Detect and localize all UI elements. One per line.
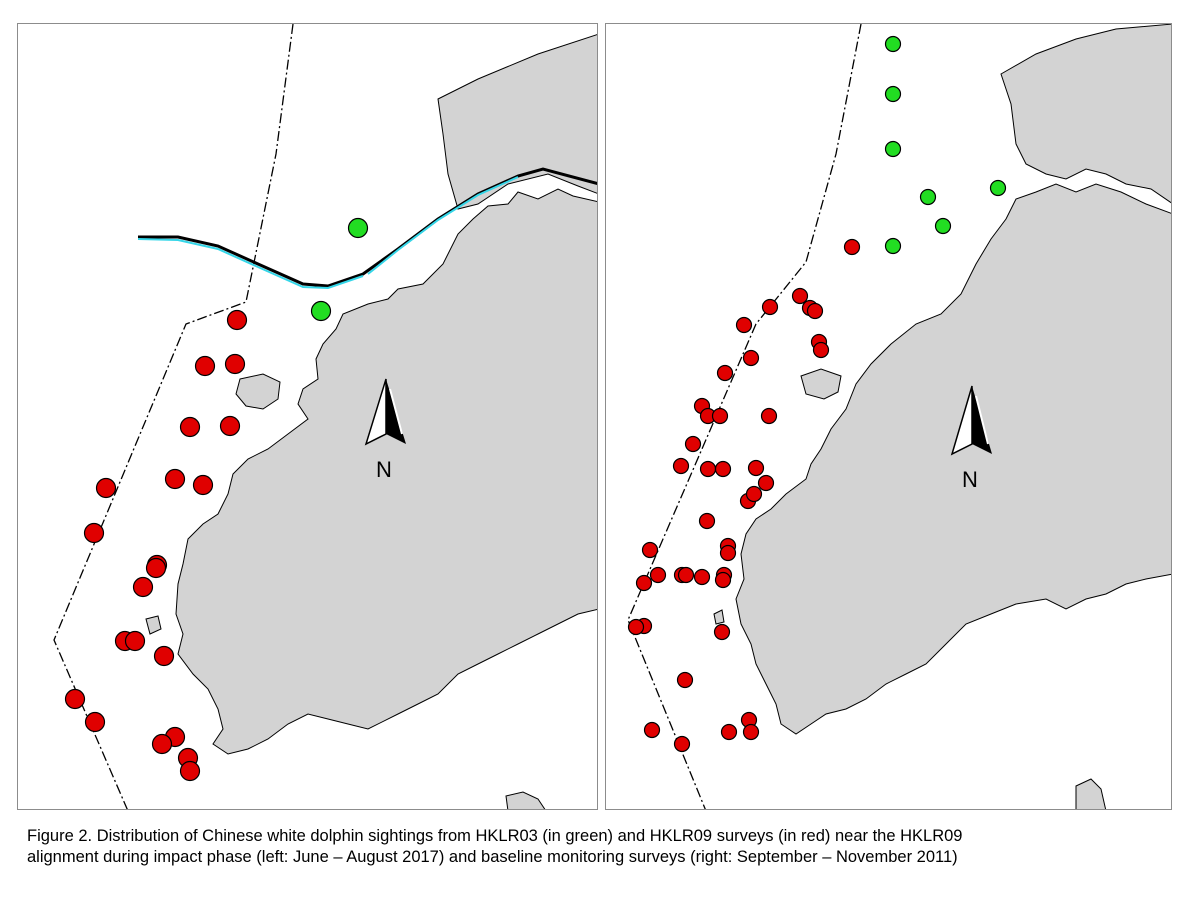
red-sighting-marker — [635, 574, 653, 592]
boundary-line — [627, 24, 862, 809]
red-sighting-marker — [179, 416, 201, 438]
red-sighting-marker — [164, 468, 186, 490]
green-sighting-marker — [347, 217, 369, 239]
red-sighting-marker — [627, 618, 645, 636]
red-sighting-marker — [742, 723, 760, 741]
red-sighting-marker — [224, 353, 246, 375]
red-sighting-marker — [698, 512, 716, 530]
caption-line-1: Figure 2. Distribution of Chinese white … — [27, 827, 963, 845]
red-sighting-marker — [83, 522, 105, 544]
map-canvas-left: N — [53, 24, 597, 809]
green-sighting-marker — [934, 217, 952, 235]
landmass — [713, 24, 1171, 809]
red-sighting-marker — [672, 457, 690, 475]
red-sighting-marker — [673, 735, 691, 753]
boundary-line — [53, 24, 294, 809]
red-sighting-marker — [641, 541, 659, 559]
red-sighting-marker — [812, 341, 830, 359]
green-sighting-marker — [310, 300, 332, 322]
red-sighting-marker — [124, 630, 146, 652]
red-sighting-marker — [676, 671, 694, 689]
map-panel-left: N — [17, 23, 598, 810]
red-sighting-marker — [806, 302, 824, 320]
red-sighting-marker — [716, 364, 734, 382]
red-sighting-marker — [226, 309, 248, 331]
map-canvas-right: N — [627, 24, 1171, 809]
red-sighting-marker — [747, 459, 765, 477]
red-sighting-marker — [714, 460, 732, 478]
red-sighting-marker — [643, 721, 661, 739]
sightings-right — [627, 35, 1007, 753]
red-sighting-marker — [219, 415, 241, 437]
red-sighting-marker — [677, 566, 695, 584]
map-panel-right: N — [605, 23, 1172, 810]
red-sighting-marker — [735, 316, 753, 334]
red-sighting-marker — [145, 557, 167, 579]
red-sighting-marker — [64, 688, 86, 710]
red-sighting-marker — [693, 568, 711, 586]
north-arrow-icon — [950, 385, 992, 456]
red-sighting-marker — [699, 460, 717, 478]
red-sighting-marker — [713, 623, 731, 641]
red-sighting-marker — [760, 407, 778, 425]
red-sighting-marker — [194, 355, 216, 377]
red-sighting-marker — [843, 238, 861, 256]
red-sighting-marker — [684, 435, 702, 453]
red-sighting-marker — [757, 474, 775, 492]
red-sighting-marker — [742, 349, 760, 367]
red-sighting-marker — [84, 711, 106, 733]
red-sighting-marker — [153, 645, 175, 667]
green-sighting-marker — [919, 188, 937, 206]
red-sighting-marker — [714, 571, 732, 589]
north-label: N — [962, 467, 978, 492]
red-sighting-marker — [720, 723, 738, 741]
sightings-left — [64, 217, 369, 782]
red-sighting-marker — [719, 544, 737, 562]
alignment-line — [138, 167, 597, 288]
red-sighting-marker — [745, 485, 763, 503]
red-sighting-marker — [179, 760, 201, 782]
green-sighting-marker — [989, 179, 1007, 197]
red-sighting-marker — [132, 576, 154, 598]
green-sighting-marker — [884, 35, 902, 53]
red-sighting-marker — [192, 474, 214, 496]
landmass — [145, 34, 597, 809]
caption-line-2: alignment during impact phase (left: Jun… — [27, 848, 958, 866]
green-sighting-marker — [884, 237, 902, 255]
red-sighting-marker — [95, 477, 117, 499]
red-sighting-marker — [761, 298, 779, 316]
red-sighting-marker — [711, 407, 729, 425]
red-sighting-marker — [791, 287, 809, 305]
figure-caption: Figure 2. Distribution of Chinese white … — [27, 826, 1187, 868]
north-arrow-icon — [364, 378, 406, 446]
north-label: N — [376, 457, 392, 482]
red-sighting-marker — [649, 566, 667, 584]
green-sighting-marker — [884, 85, 902, 103]
red-sighting-marker — [151, 733, 173, 755]
green-sighting-marker — [884, 140, 902, 158]
